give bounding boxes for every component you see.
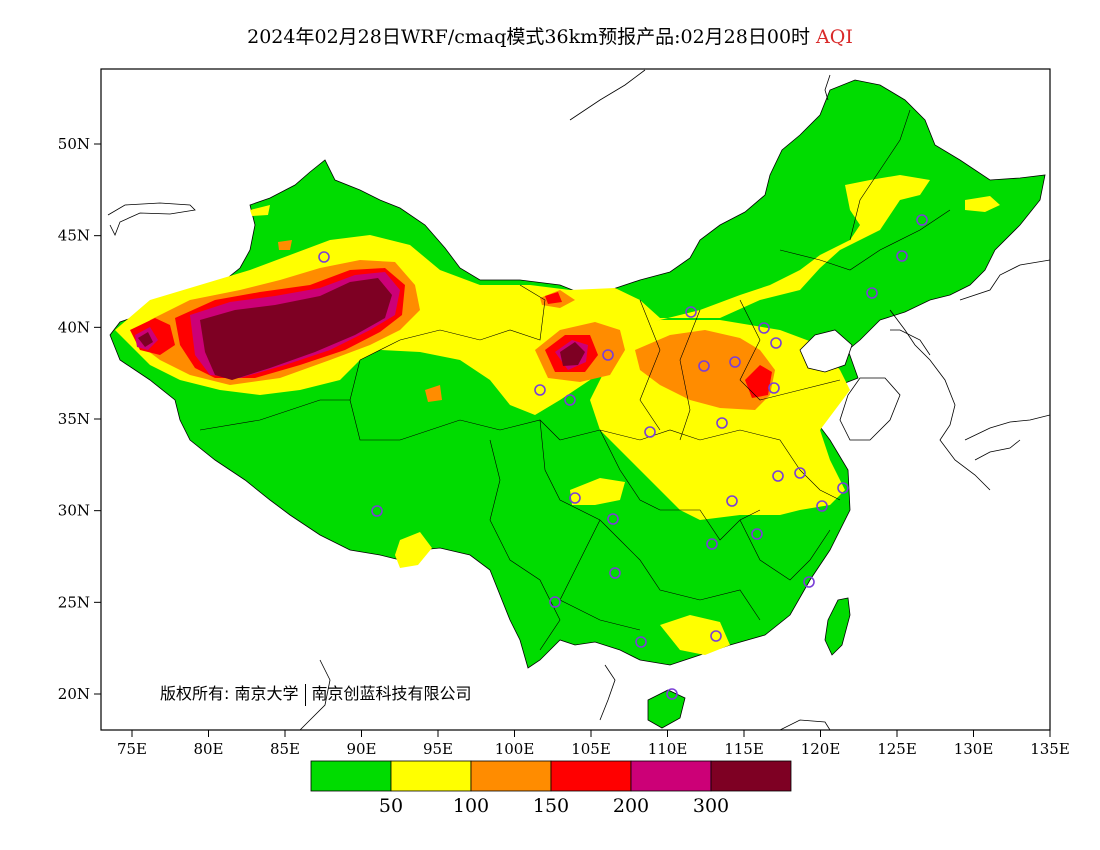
x-tick-label: 120E xyxy=(801,740,841,758)
x-tick-label: 85E xyxy=(270,740,300,758)
x-tick-label: 130E xyxy=(954,740,994,758)
station-markers xyxy=(318,214,928,700)
coastlines xyxy=(107,69,1050,730)
x-axis: 75E 80E 85E 90E 95E 100E 105E 110E 115E 120E 125E 1… xyxy=(117,730,1070,758)
copyright-org-chuanglan: 南京创蓝科技有限公司 xyxy=(311,684,472,703)
x-tick-label: 105E xyxy=(571,740,611,758)
copyright-separator xyxy=(304,683,306,706)
circle-marker-icon xyxy=(644,426,656,438)
circle-marker-icon xyxy=(318,251,330,263)
copyright-notice: 版权所有: 南京大学 南京创蓝科技有限公司 xyxy=(160,680,472,706)
x-tick-label: 75E xyxy=(117,740,147,758)
circle-marker-icon xyxy=(549,596,561,608)
x-tick-label: 95E xyxy=(423,740,453,758)
copyright-org-nju: 南京大学 xyxy=(234,684,299,703)
circle-marker-icon xyxy=(729,356,741,368)
colorbar-swatch xyxy=(470,760,552,792)
colorbar-swatch xyxy=(630,760,712,792)
circle-marker-icon xyxy=(706,538,718,550)
colorbar-label: 300 xyxy=(692,795,730,817)
y-tick-label: 30N xyxy=(58,502,90,520)
circle-marker-icon xyxy=(666,688,678,700)
circle-marker-icon xyxy=(794,467,806,479)
y-tick-label: 40N xyxy=(58,318,90,336)
y-tick-label: 50N xyxy=(58,135,90,153)
title-variable: AQI xyxy=(816,26,853,48)
taiwan-island xyxy=(824,597,851,656)
y-tick-label: 35N xyxy=(58,410,90,428)
circle-marker-icon xyxy=(609,567,621,579)
x-tick-label: 110E xyxy=(648,740,688,758)
x-tick-label: 115E xyxy=(724,740,764,758)
x-tick-label: 125E xyxy=(877,740,917,758)
circle-marker-icon xyxy=(758,322,770,334)
yellow-sea xyxy=(839,377,901,441)
map-frame xyxy=(100,68,1051,731)
circle-marker-icon xyxy=(710,630,722,642)
colorbar-label: 200 xyxy=(612,795,650,817)
colorbar-swatch xyxy=(390,760,472,792)
y-tick-label: 45N xyxy=(58,227,90,245)
x-tick-label: 80E xyxy=(193,740,223,758)
copyright-prefix: 版权所有: xyxy=(160,684,230,703)
circle-marker-icon xyxy=(698,360,710,372)
colorbar-swatch xyxy=(550,760,632,792)
circle-marker-icon xyxy=(371,505,383,517)
circle-marker-icon xyxy=(602,349,614,361)
circle-marker-icon xyxy=(726,495,738,507)
circle-marker-icon xyxy=(770,337,782,349)
bohai-sea xyxy=(799,329,853,373)
circle-marker-icon xyxy=(896,250,908,262)
colorbar-label: 100 xyxy=(452,795,490,817)
circle-marker-icon xyxy=(534,384,546,396)
circle-marker-icon xyxy=(635,636,647,648)
y-tick-label: 25N xyxy=(58,593,90,611)
colorbar xyxy=(310,760,792,792)
circle-marker-icon xyxy=(685,306,697,318)
province-boundaries xyxy=(199,109,951,651)
x-tick-label: 135E xyxy=(1030,740,1070,758)
title-main: 2024年02月28日WRF/cmaq模式36km预报产品:02月28日00时 xyxy=(247,26,811,48)
y-tick-label: 20N xyxy=(58,685,90,703)
circle-marker-icon xyxy=(607,513,619,525)
circle-marker-icon xyxy=(837,482,849,494)
circle-marker-icon xyxy=(716,417,728,429)
circle-marker-icon xyxy=(768,382,780,394)
colorbar-swatch xyxy=(710,760,792,792)
colorbar-label: 50 xyxy=(378,795,404,817)
aqi-level-hazardous xyxy=(138,278,585,380)
circle-marker-icon xyxy=(916,214,928,226)
circle-marker-icon xyxy=(569,492,581,504)
circle-marker-icon xyxy=(816,500,828,512)
x-tick-label: 100E xyxy=(495,740,535,758)
colorbar-label: 150 xyxy=(532,795,570,817)
circle-marker-icon xyxy=(803,576,815,588)
y-axis: 50N 45N 40N 35N 30N 25N 20N xyxy=(58,135,101,703)
circle-marker-icon xyxy=(866,287,878,299)
colorbar-swatch xyxy=(310,760,392,792)
circle-marker-icon xyxy=(564,394,576,406)
circle-marker-icon xyxy=(772,470,784,482)
x-tick-label: 90E xyxy=(346,740,376,758)
page-title: 2024年02月28日WRF/cmaq模式36km预报产品:02月28日00时 A… xyxy=(0,22,1100,49)
circle-marker-icon xyxy=(751,528,763,540)
